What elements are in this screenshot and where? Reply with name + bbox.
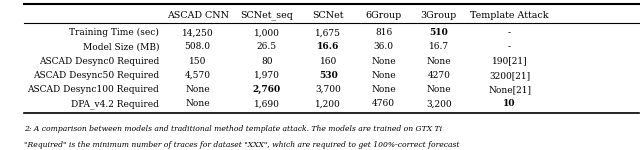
Text: None: None — [186, 85, 210, 94]
Text: 2,760: 2,760 — [253, 85, 281, 94]
Text: 3,200: 3,200 — [426, 99, 452, 108]
Text: 530: 530 — [319, 71, 338, 80]
Text: None: None — [371, 71, 396, 80]
Text: -: - — [508, 42, 511, 51]
Text: 14,250: 14,250 — [182, 28, 214, 37]
Text: 510: 510 — [429, 28, 448, 37]
Text: 160: 160 — [319, 57, 337, 66]
Text: 4760: 4760 — [372, 99, 395, 108]
Text: None: None — [371, 85, 396, 94]
Text: 1,970: 1,970 — [254, 71, 280, 80]
Text: Model Size (MB): Model Size (MB) — [83, 42, 159, 51]
Text: "Required" is the minimum number of traces for dataset "XXX", which are required: "Required" is the minimum number of trac… — [24, 141, 460, 149]
Text: None: None — [426, 57, 451, 66]
Text: SCNet: SCNet — [312, 11, 344, 20]
Text: 150: 150 — [189, 57, 206, 66]
Text: None[21]: None[21] — [488, 85, 531, 94]
Text: ASCAD CNN: ASCAD CNN — [166, 11, 228, 20]
Text: None: None — [371, 57, 396, 66]
Text: 2: A comparison between models and traditional method template attack. The model: 2: A comparison between models and tradi… — [24, 124, 442, 133]
Text: 4,570: 4,570 — [185, 71, 211, 80]
Text: 3,700: 3,700 — [316, 85, 341, 94]
Text: None: None — [426, 85, 451, 94]
Text: 16.7: 16.7 — [429, 42, 449, 51]
Text: DPA_v4.2 Required: DPA_v4.2 Required — [71, 99, 159, 109]
Text: 6Group: 6Group — [365, 11, 402, 20]
Text: 816: 816 — [375, 28, 392, 37]
Text: 1,200: 1,200 — [316, 99, 341, 108]
Text: 3200[21]: 3200[21] — [489, 71, 530, 80]
Text: ASCAD Desync0 Required: ASCAD Desync0 Required — [39, 57, 159, 66]
Text: 508.0: 508.0 — [185, 42, 211, 51]
Text: ASCAD Desync50 Required: ASCAD Desync50 Required — [33, 71, 159, 80]
Text: 80: 80 — [261, 57, 273, 66]
Text: 26.5: 26.5 — [257, 42, 277, 51]
Text: 3Group: 3Group — [420, 11, 457, 20]
Text: Training Time (sec): Training Time (sec) — [69, 28, 159, 37]
Text: 10: 10 — [503, 99, 516, 108]
Text: 1,690: 1,690 — [254, 99, 280, 108]
Text: SCNet_seq: SCNet_seq — [241, 10, 293, 20]
Text: Template Attack: Template Attack — [470, 11, 548, 20]
Text: 16.6: 16.6 — [317, 42, 339, 51]
Text: 36.0: 36.0 — [374, 42, 394, 51]
Text: 1,000: 1,000 — [254, 28, 280, 37]
Text: None: None — [186, 99, 210, 108]
Text: 4270: 4270 — [428, 71, 451, 80]
Text: 190[21]: 190[21] — [492, 57, 527, 66]
Text: -: - — [508, 28, 511, 37]
Text: 1,675: 1,675 — [316, 28, 341, 37]
Text: ASCAD Desync100 Required: ASCAD Desync100 Required — [28, 85, 159, 94]
